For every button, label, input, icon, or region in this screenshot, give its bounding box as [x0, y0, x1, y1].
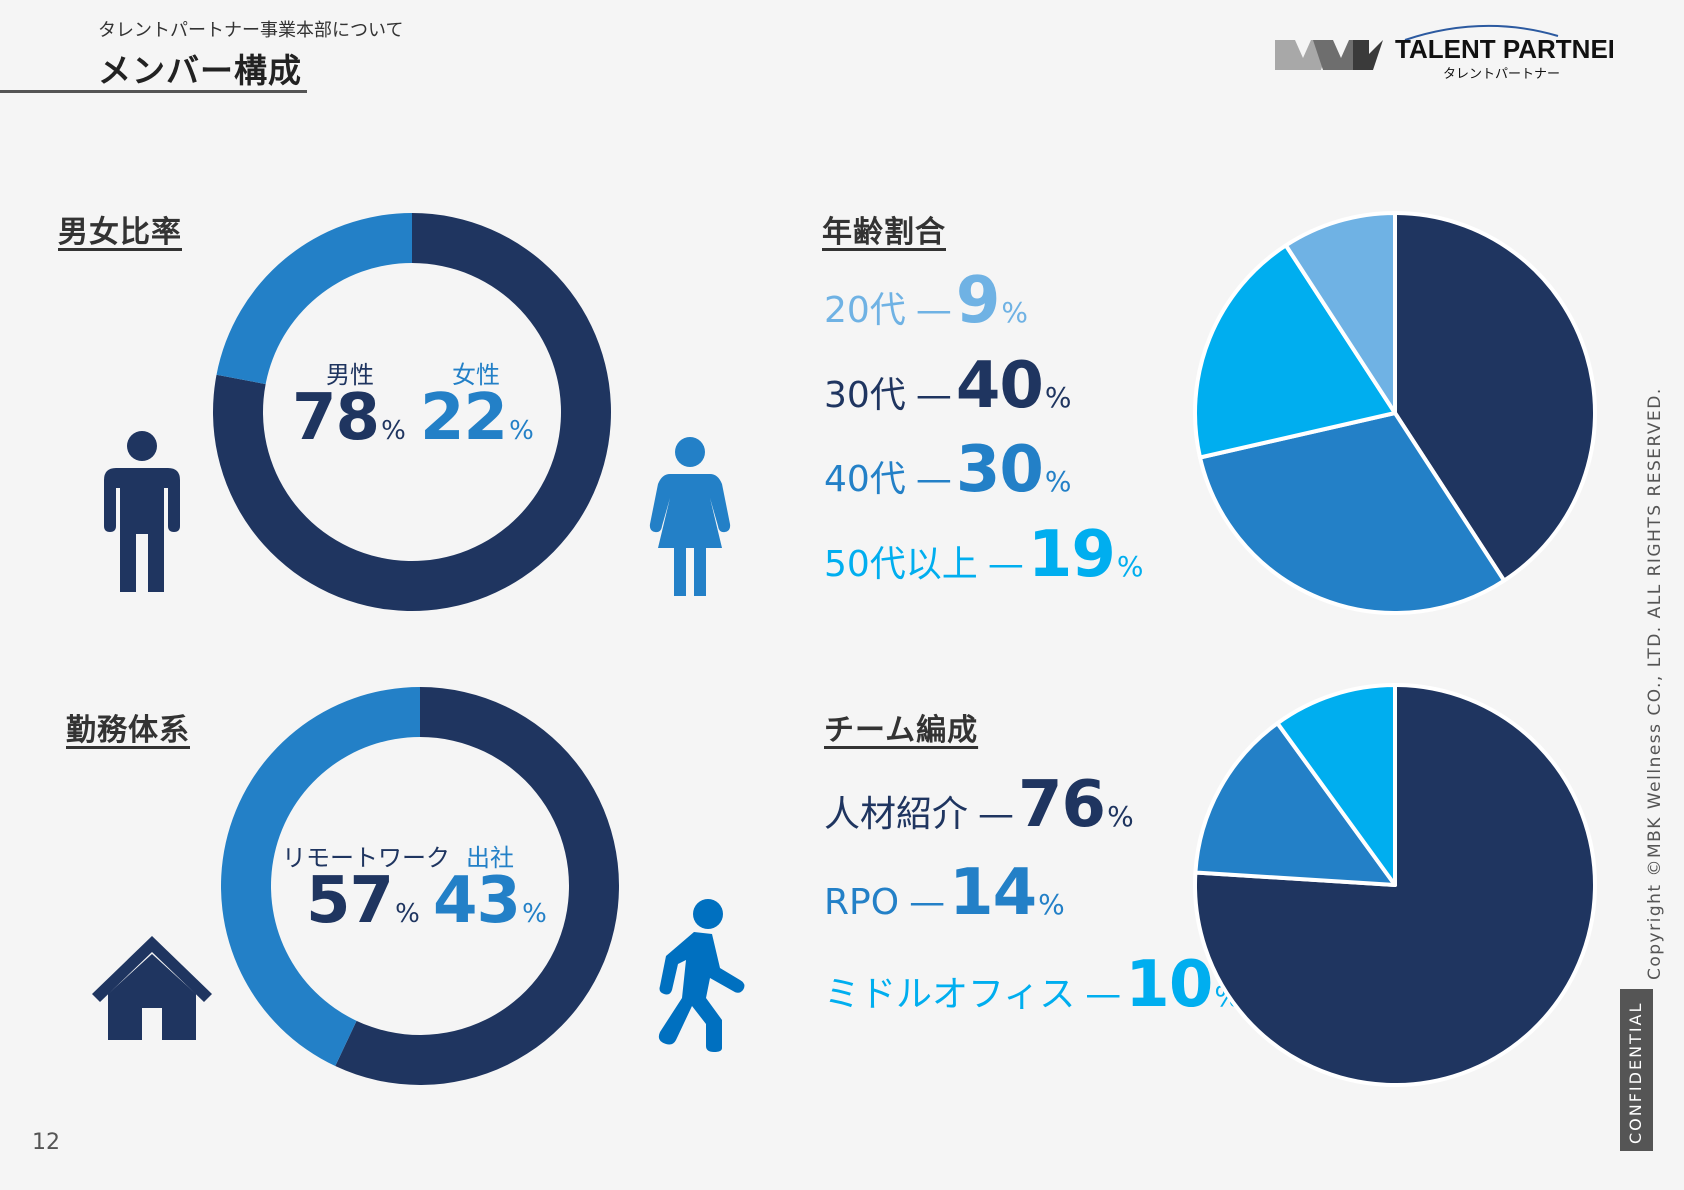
male-label: 男性: [326, 361, 374, 389]
office-percent: 43%: [433, 864, 547, 938]
workstyle-donut-chart: [220, 687, 619, 1085]
age-pie-chart: [1193, 211, 1597, 615]
team-pie-chart: [1193, 683, 1597, 1087]
age-row-50s-plus: 50代以上 —19%: [824, 518, 1144, 592]
age-heading: 年齢割合: [822, 215, 946, 250]
slice-40代: [1198, 411, 1507, 615]
confidential-badge: CONFIDENTIAL: [1620, 989, 1653, 1151]
team-row-middle-office: ミドルオフィス—10%: [824, 948, 1241, 1022]
woman-icon: [649, 437, 731, 596]
workstyle-heading: 勤務体系: [66, 713, 190, 748]
copyright-text: Copyright ©MBK Wellness CO., LTD. ALL RI…: [1645, 387, 1665, 980]
company-logo: TALENT PARTNER タレントパートナー: [1273, 22, 1627, 82]
man-icon: [104, 431, 180, 592]
team-row-rpo: RPO —14%: [824, 856, 1065, 930]
header-subtitle: タレントパートナー事業本部について: [98, 20, 404, 41]
female-percent: 22%: [420, 381, 534, 455]
slice-リモートワーク: [335, 687, 619, 1085]
slice-ミドルオフィス: [1275, 683, 1397, 887]
logo-brand-text: TALENT PARTNER: [1395, 34, 1613, 64]
title-underline: [0, 90, 307, 93]
slice-RPO: [1193, 721, 1397, 887]
male-percent: 78%: [292, 381, 406, 455]
team-heading: チーム編成: [824, 713, 979, 748]
logo-kana-text: タレントパートナー: [1443, 67, 1560, 82]
slice-女性: [216, 213, 412, 385]
age-row-20s: 20代 —9%: [824, 264, 1028, 338]
team-row-recruiting: 人材紹介 —76%: [824, 768, 1134, 842]
mwk-logo-icon: TALENT PARTNER タレントパートナー: [1275, 24, 1627, 82]
remote-percent: 57%: [306, 864, 420, 938]
page-title: メンバー構成: [98, 51, 302, 90]
page-number: 12: [32, 1130, 60, 1155]
female-label: 女性: [452, 361, 500, 389]
remote-label: リモートワーク: [282, 844, 450, 872]
age-row-30s: 30代 —40%: [824, 349, 1072, 423]
gender-heading: 男女比率: [58, 215, 182, 250]
slice-出社: [220, 687, 420, 1067]
slice-20代: [1283, 211, 1397, 415]
slice-50代以上: [1193, 243, 1397, 460]
walking-person-icon: [658, 899, 745, 1052]
gender-donut-chart: [213, 213, 611, 611]
office-label: 出社: [466, 844, 514, 872]
house-icon: [92, 936, 212, 1040]
age-row-40s: 40代 —30%: [824, 433, 1072, 507]
